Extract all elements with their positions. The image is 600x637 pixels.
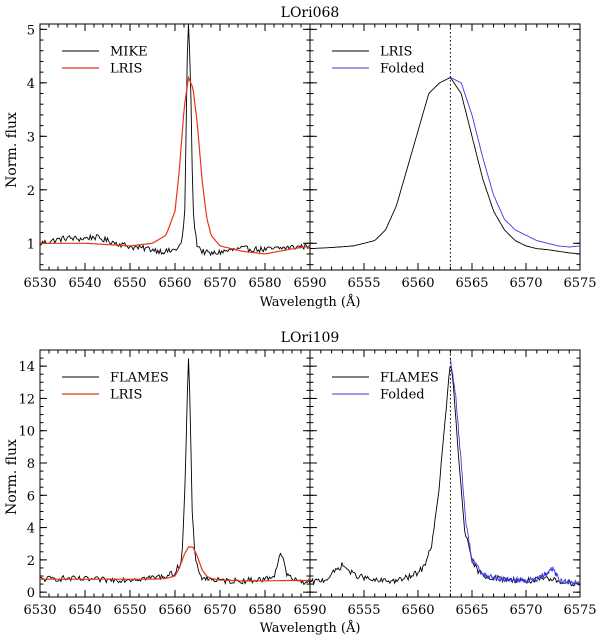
title-bottom: LOri109	[281, 330, 340, 346]
y-tick-label: 6	[27, 489, 35, 504]
series-lris-line	[310, 77, 580, 255]
x-tick-label: 6550	[113, 276, 146, 291]
legend-label: FLAMES	[380, 371, 439, 386]
series-group	[40, 358, 310, 586]
panel-top-left: 6530 6540 6550 6560 6570 6580 6590 1 2 3 4 5 MIKE LRI…	[23, 23, 326, 291]
legend-label: LRIS	[380, 45, 412, 60]
x-tick-label: 6560	[158, 276, 191, 291]
legend-label: Folded	[380, 388, 425, 403]
x-tick-label: 6555	[347, 603, 380, 618]
plot-frame	[39, 349, 311, 598]
series-flames-line	[40, 358, 310, 586]
series-mike-line	[40, 24, 310, 257]
x-tick-label: 6555	[347, 276, 380, 291]
x-tick-label: 6570	[203, 603, 236, 618]
x-tick-label: 6575	[563, 276, 596, 291]
plot-frame	[309, 349, 581, 598]
x-tick-label: 6540	[68, 276, 101, 291]
y-tick-label: 12	[18, 392, 35, 407]
plot-frame	[309, 23, 581, 271]
xlabel-bottom: Wavelength (Å)	[260, 620, 361, 636]
panel-top-right: 6555 6560 6565 6570 6575 LRIS Folded	[309, 23, 597, 291]
series-group	[310, 77, 580, 255]
x-tick-label: 6560	[401, 603, 434, 618]
x-tick-label: 6590	[293, 276, 326, 291]
x-tick-label: 6560	[401, 276, 434, 291]
x-tick-label: 6570	[509, 603, 542, 618]
x-tick-label: 6550	[113, 603, 146, 618]
y-tick-label: 10	[18, 425, 35, 440]
x-tick-label: 6565	[455, 603, 488, 618]
y-tick-label: 2	[27, 554, 35, 569]
plot-frame	[39, 23, 311, 271]
panel-bottom-right: 6555 6560 6565 6570 6575 FLAMES Folded	[309, 349, 597, 618]
legend-label: LRIS	[110, 388, 142, 403]
series-group	[40, 24, 310, 257]
y-tick-label: 2	[27, 184, 35, 199]
y-tick-label: 8	[27, 457, 35, 472]
series-flames-line	[310, 366, 580, 587]
x-tick-label: 6540	[68, 603, 101, 618]
x-tick-label: 6565	[455, 276, 488, 291]
y-tick-label: 4	[27, 522, 35, 537]
y-tick-label: 0	[27, 586, 35, 601]
y-tick-label: 14	[18, 360, 35, 375]
y-tick-label: 4	[27, 77, 35, 92]
ylabel-bottom: Norm. flux	[4, 439, 20, 515]
series-lris-line	[40, 75, 310, 255]
x-tick-label: 6580	[248, 603, 281, 618]
series-folded-line	[450, 77, 580, 248]
y-tick-label: 1	[27, 237, 35, 252]
legend-label: FLAMES	[110, 371, 169, 386]
legend-label: Folded	[380, 62, 425, 77]
x-tick-label: 6570	[509, 276, 542, 291]
xlabel-top: Wavelength (Å)	[260, 294, 361, 310]
x-tick-label: 6575	[563, 603, 596, 618]
legend-label: LRIS	[110, 62, 142, 77]
x-tick-label: 6570	[203, 276, 236, 291]
x-tick-label: 6590	[293, 603, 326, 618]
x-tick-label: 6530	[23, 276, 56, 291]
ylabel-top: Norm. flux	[4, 112, 20, 188]
series-folded-line	[449, 357, 580, 587]
y-tick-label: 5	[27, 23, 35, 38]
x-tick-label: 6530	[23, 603, 56, 618]
title-top: LOri068	[281, 5, 340, 21]
series-group	[310, 357, 580, 587]
panel-bottom-left: 6530 6540 6550 6560 6570 6580 6590 0 2 4 6 8 10 12 14 F…	[18, 349, 327, 618]
y-tick-label: 3	[27, 130, 35, 145]
legend-label: MIKE	[110, 45, 148, 60]
x-tick-label: 6580	[248, 276, 281, 291]
series-lris-line	[40, 546, 310, 582]
x-tick-label: 6560	[158, 603, 191, 618]
